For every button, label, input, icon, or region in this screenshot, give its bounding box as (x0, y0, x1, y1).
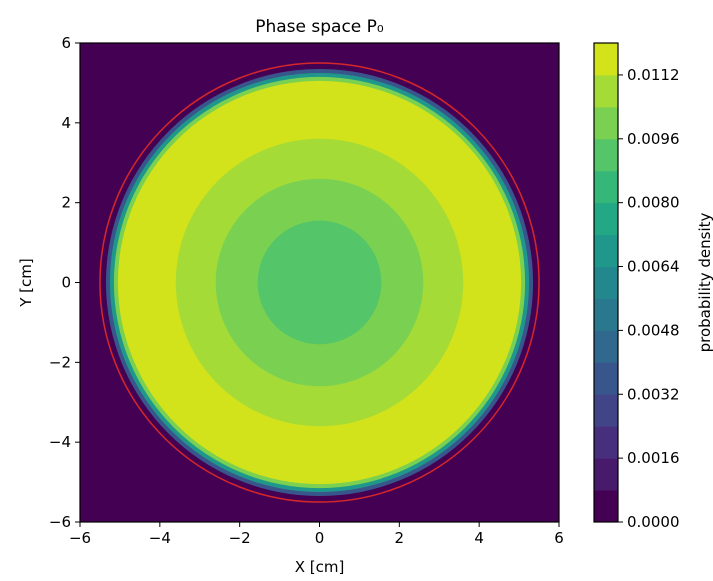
colorbar-tick-label: 0.0112 (627, 66, 680, 84)
y-tick-label: −4 (49, 433, 71, 451)
colorbar-segment (594, 202, 618, 236)
y-tick-label: 0 (61, 274, 71, 292)
boundary-circle (99, 62, 540, 503)
colorbar-tick-label: 0.0016 (627, 449, 680, 467)
colorbar-segment (594, 234, 618, 268)
chart-title: Phase space P₀ (255, 17, 384, 37)
x-tick-label: 2 (395, 529, 405, 547)
colorbar-segment (594, 170, 618, 204)
y-tick-label: 6 (61, 34, 71, 52)
colorbar-segment (594, 426, 618, 459)
y-tick-label: −2 (49, 353, 71, 371)
colorbar-segment (594, 362, 618, 395)
colorbar-segment (594, 394, 618, 427)
colorbar-segment (594, 330, 618, 363)
colorbar-segment (594, 106, 618, 140)
colorbar-tick-label: 0.0000 (627, 513, 680, 531)
colorbar-tick-label: 0.0064 (627, 258, 680, 276)
colorbar-segment (594, 458, 618, 491)
colorbar-segment (594, 138, 618, 172)
y-tick-label: −6 (49, 513, 71, 531)
y-tick-label: 2 (61, 194, 71, 212)
x-tick-label: −2 (229, 529, 251, 547)
colorbar: 0.0000 0.0016 0.0032 0.0048 0.0064 0.0080 0.00… (593, 42, 680, 531)
plot-clip-group (80, 43, 559, 522)
y-tick-label: 4 (61, 114, 71, 132)
colorbar-tick-label: 0.0080 (627, 194, 680, 212)
x-tick-label: −6 (69, 529, 91, 547)
x-tick-label: 6 (554, 529, 564, 547)
colorbar-segment (594, 43, 618, 76)
axes: −6 −4 −2 0 2 4 6 −6 −4 −2 0 2 4 6 (49, 34, 564, 547)
colorbar-segment (594, 266, 618, 299)
colorbar-tick-label: 0.0048 (627, 321, 680, 339)
colorbar-tick-label: 0.0096 (627, 130, 680, 148)
colorbar-segment (594, 74, 618, 108)
colorbar-segment (594, 298, 618, 331)
x-tick-label: 0 (315, 529, 325, 547)
x-axis-label: X [cm] (295, 558, 345, 576)
colorbar-segment (594, 490, 618, 523)
colorbar-frame (593, 42, 619, 523)
x-tick-label: 4 (474, 529, 484, 547)
y-axis-label: Y [cm] (17, 258, 35, 308)
contour-region-7 (257, 220, 382, 345)
colorbar-tick-label: 0.0032 (627, 385, 680, 403)
colorbar-label: probability density (696, 212, 713, 352)
plot-area (80, 43, 559, 522)
x-tick-label: −4 (149, 529, 171, 547)
